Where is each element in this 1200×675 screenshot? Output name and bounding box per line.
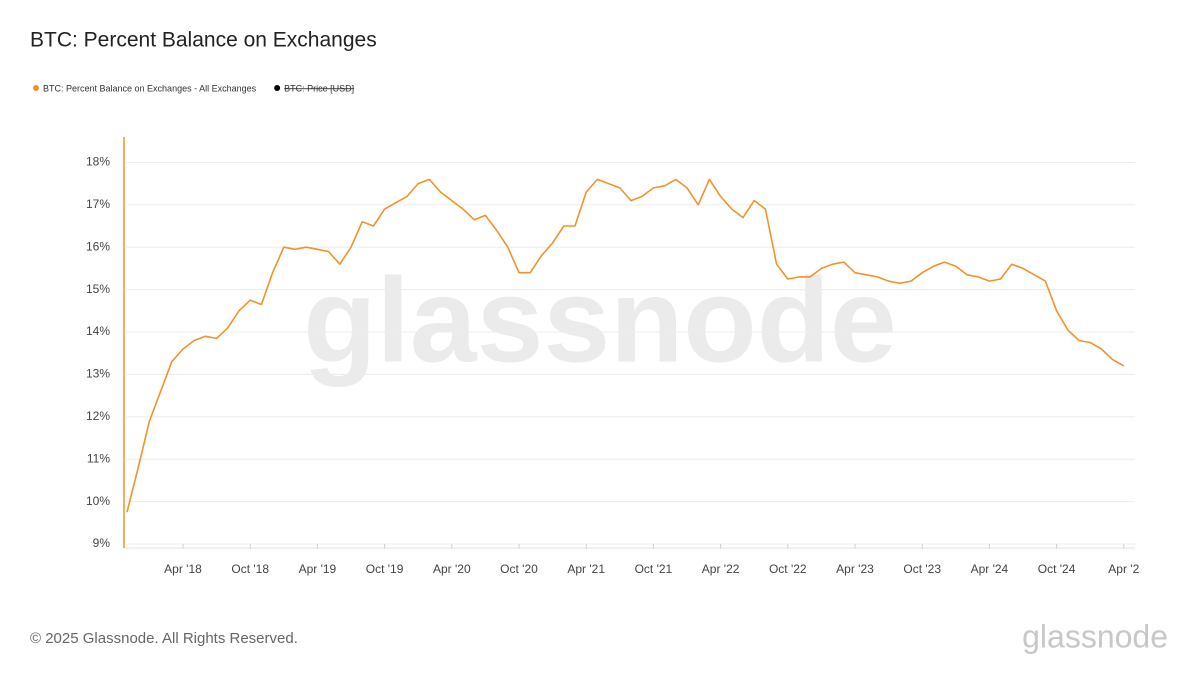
x-tick-label: Oct '19 xyxy=(366,562,404,576)
x-tick-label: Oct '24 xyxy=(1038,562,1076,576)
x-tick-label: Oct '22 xyxy=(769,562,807,576)
y-tick-label: 14% xyxy=(86,324,110,338)
x-tick-label: Oct '20 xyxy=(500,562,538,576)
x-tick-label: Apr '21 xyxy=(567,562,605,576)
legend-marker xyxy=(274,85,281,91)
watermark: glassnode xyxy=(303,254,897,388)
legend-marker xyxy=(33,85,39,91)
x-tick-label: Apr '19 xyxy=(299,562,337,576)
x-tick-label: Apr '24 xyxy=(971,562,1009,576)
y-tick-label: 9% xyxy=(93,536,111,550)
y-tick-label: 18% xyxy=(86,155,110,169)
legend-label: BTC: Price [USD] xyxy=(284,83,354,93)
x-tick-label: Apr '22 xyxy=(702,562,740,576)
chart-title: BTC: Percent Balance on Exchanges xyxy=(30,29,377,52)
y-tick-label: 12% xyxy=(86,409,110,423)
x-tick-label: Apr '18 xyxy=(164,562,202,576)
y-tick-label: 16% xyxy=(86,239,110,253)
y-tick-label: 13% xyxy=(86,367,110,381)
y-tick-label: 15% xyxy=(86,282,110,296)
x-tick-label: Apr '2 xyxy=(1108,562,1139,576)
footer: © 2025 Glassnode. All Rights Reserved. xyxy=(30,630,298,647)
y-tick-label: 17% xyxy=(86,197,110,211)
legend-label: BTC: Percent Balance on Exchanges - All … xyxy=(43,83,257,93)
y-tick-label: 10% xyxy=(86,494,110,508)
x-tick-label: Apr '20 xyxy=(433,562,471,576)
x-tick-label: Apr '23 xyxy=(836,562,874,576)
data-line xyxy=(126,178,1125,513)
x-tick-label: Oct '23 xyxy=(903,562,941,576)
y-tick-label: 11% xyxy=(87,451,110,465)
logo: glassnode xyxy=(1022,618,1168,654)
x-tick-label: Oct '21 xyxy=(635,562,673,576)
x-tick-label: Oct '18 xyxy=(231,562,269,576)
